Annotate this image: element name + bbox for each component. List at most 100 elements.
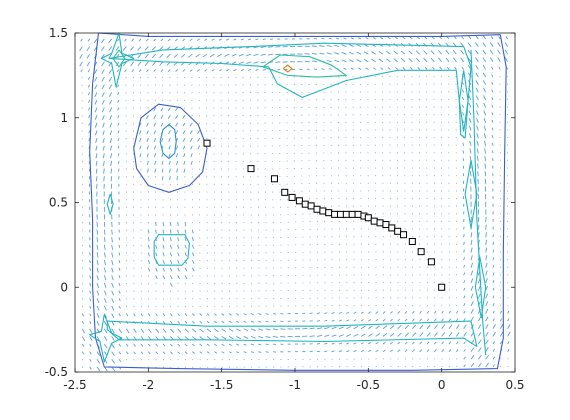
field-arrow [470,293,474,299]
field-arrow [111,282,114,288]
field-arrow [250,259,253,262]
field-arrow [148,282,150,285]
field-arrow [155,275,158,280]
field-arrow [177,259,180,264]
field-arrow [155,351,159,355]
field-arrow [118,237,120,241]
field-arrow [118,244,121,248]
field-arrow [331,342,335,345]
field-arrow [404,358,407,360]
field-arrow [101,76,105,82]
field-arrow [258,290,260,292]
field-arrow [265,259,267,261]
field-arrow [236,282,238,285]
field-arrow [461,104,465,108]
field-arrow [103,260,107,266]
field-arrow [250,244,252,246]
field-arrow [330,167,332,169]
field-arrow [272,244,275,246]
field-arrow [448,83,450,85]
field-arrow [404,106,406,108]
field-arrow [88,99,91,103]
field-arrow [213,130,215,132]
field-arrow [147,267,151,272]
field-arrow [153,107,157,112]
field-arrow [271,153,274,155]
data-point [307,202,315,210]
field-arrow [352,91,354,93]
field-arrow [408,58,413,63]
field-arrow [360,349,364,353]
field-arrow [183,76,186,79]
field-arrow [226,38,230,41]
field-arrow [220,153,222,155]
field-arrow [396,98,398,101]
field-arrow [477,232,480,238]
field-arrow [360,358,363,360]
field-arrow [469,148,472,154]
field-arrow [133,359,135,361]
field-arrow [441,304,443,307]
vector-field [79,34,511,372]
field-arrow [146,153,149,158]
field-arrow [491,104,494,108]
field-arrow [483,87,487,93]
field-arrow [235,122,237,124]
field-arrow [346,305,348,307]
field-arrow [419,310,422,314]
contour-left-blob [153,234,190,266]
field-arrow [418,129,420,131]
field-arrow [476,125,479,131]
field-arrow [381,76,384,78]
field-arrow [375,297,377,299]
field-arrow [110,176,113,182]
field-arrow [161,160,164,165]
field-arrow [419,358,421,360]
field-arrow [280,335,286,338]
field-arrow [390,258,392,261]
field-arrow [159,61,164,66]
field-arrow [242,137,244,140]
field-arrow [117,153,120,157]
field-arrow [353,326,359,330]
field-arrow [411,75,413,78]
field-arrow [125,351,129,355]
field-arrow [368,304,370,307]
field-arrow [353,259,355,261]
field-arrow [482,64,487,70]
field-arrow [463,295,466,299]
field-arrow [183,168,186,173]
field-arrow [368,319,372,322]
y-tick-label: 1 [60,111,68,125]
field-arrow [311,52,318,55]
x-tick-label: 0 [438,378,446,392]
field-arrow [448,358,451,360]
field-arrow [470,285,474,291]
field-arrow [499,91,501,93]
field-arrow [456,289,458,291]
field-arrow [396,121,398,124]
field-arrow [235,145,237,147]
field-arrow [404,297,406,299]
field-arrow [192,351,195,354]
field-arrow [103,320,108,326]
field-arrow [382,152,384,154]
field-arrow [103,305,107,311]
field-arrow [367,129,369,131]
field-arrow [250,343,254,346]
field-arrow [192,305,194,307]
field-arrow [426,332,431,337]
field-arrow [250,305,253,307]
field-arrow [389,91,391,93]
field-arrow [132,107,134,109]
field-arrow [418,91,420,93]
field-arrow [382,136,384,139]
field-arrow [338,167,340,169]
field-arrow [89,305,92,309]
field-arrow [324,259,326,261]
field-arrow [250,335,256,339]
field-arrow [205,115,208,117]
field-arrow [412,281,414,284]
field-arrow [220,122,222,124]
field-arrow [221,305,223,307]
